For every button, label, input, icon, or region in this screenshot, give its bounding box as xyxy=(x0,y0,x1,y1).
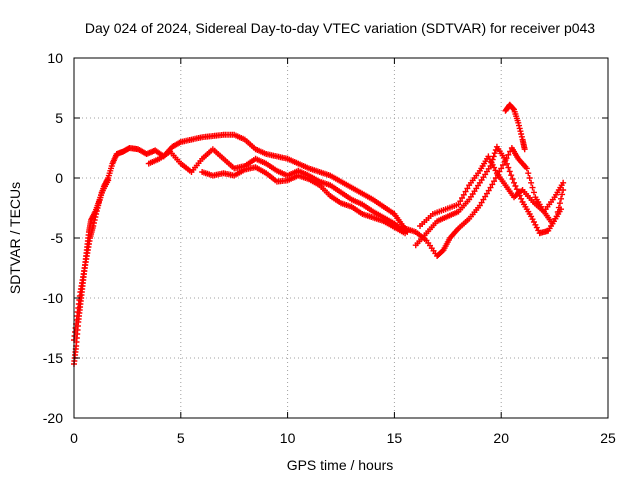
data-point xyxy=(92,214,99,220)
data-point xyxy=(489,181,496,188)
data-point xyxy=(521,146,528,153)
data-point xyxy=(513,186,520,193)
y-axis-label: SDTVAR / TECUs xyxy=(7,182,23,294)
series-track-e xyxy=(402,145,565,259)
data-point xyxy=(529,184,536,191)
data-point xyxy=(491,150,498,157)
data-point xyxy=(554,209,561,215)
data-point xyxy=(553,213,560,220)
x-tick-label: 15 xyxy=(387,430,403,446)
data-point xyxy=(105,177,112,184)
data-point xyxy=(462,188,469,195)
data-point xyxy=(505,151,512,158)
data-point xyxy=(455,201,462,208)
data-point xyxy=(459,195,466,201)
data-point xyxy=(559,191,566,198)
data-point xyxy=(518,133,525,140)
data-point xyxy=(530,189,537,196)
data-point xyxy=(517,128,524,135)
data-point xyxy=(460,191,467,198)
data-point xyxy=(518,131,525,137)
data-point xyxy=(506,168,513,175)
data-point xyxy=(518,195,525,202)
data-points xyxy=(71,101,567,367)
y-tick-label: -15 xyxy=(43,350,63,366)
data-point xyxy=(516,125,523,132)
data-point xyxy=(560,179,567,186)
x-tick-label: 20 xyxy=(493,430,509,446)
x-tick-label: 25 xyxy=(600,430,616,446)
data-point xyxy=(528,179,535,186)
series-track-d xyxy=(199,164,409,237)
y-tick-label: -20 xyxy=(43,410,63,426)
y-tick-label: -5 xyxy=(51,230,64,246)
data-point xyxy=(526,175,533,181)
data-point xyxy=(516,122,522,129)
data-point xyxy=(90,223,97,229)
x-tick-label: 5 xyxy=(177,430,185,446)
data-point xyxy=(511,179,518,186)
data-point xyxy=(509,176,516,182)
y-tick-label: 5 xyxy=(55,110,63,126)
x-axis-label: GPS time / hours xyxy=(287,457,394,473)
data-point xyxy=(505,164,512,171)
data-point xyxy=(502,157,509,163)
data-point xyxy=(508,172,515,179)
chart-title: Day 024 of 2024, Sidereal Day-to-day VTE… xyxy=(85,20,595,36)
data-point xyxy=(515,119,522,126)
data-point xyxy=(499,162,506,168)
data-point xyxy=(93,211,100,217)
data-point xyxy=(503,160,510,167)
data-point xyxy=(525,170,532,177)
data-point xyxy=(90,220,97,226)
data-point xyxy=(555,204,562,211)
data-point xyxy=(512,183,519,189)
data-point xyxy=(558,195,565,202)
series-track-b xyxy=(71,177,112,343)
data-point xyxy=(93,208,100,214)
series-track-h xyxy=(502,101,528,153)
series-track-g xyxy=(417,153,567,229)
series-track-f xyxy=(412,143,567,249)
y-tick-label: 10 xyxy=(47,50,63,66)
grid xyxy=(74,58,608,418)
y-tick-label: 0 xyxy=(55,170,63,186)
axis-ticks: 0 5 10 15 20 25 -20 -15 -10 -5 0 5 10 xyxy=(43,50,616,446)
x-tick-label: 10 xyxy=(280,430,296,446)
series-track-c xyxy=(145,146,406,234)
data-point xyxy=(487,184,494,191)
data-point xyxy=(457,198,464,205)
data-point xyxy=(464,185,471,192)
x-tick-label: 0 xyxy=(70,430,78,446)
data-point xyxy=(490,153,497,160)
data-point xyxy=(491,178,498,185)
data-point xyxy=(556,200,563,207)
y-tick-label: -10 xyxy=(43,290,63,306)
data-point xyxy=(91,217,98,223)
data-point xyxy=(523,165,530,172)
data-point xyxy=(498,165,505,172)
